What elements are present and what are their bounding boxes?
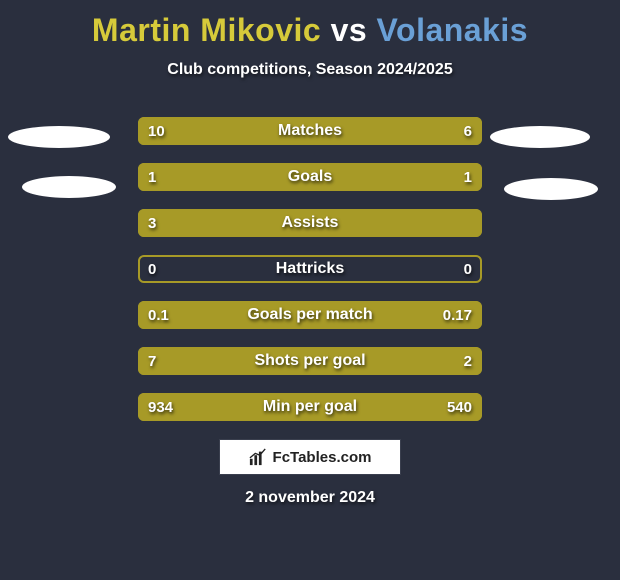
watermark[interactable]: FcTables.com [219,439,401,475]
stat-label: Goals per match [138,301,482,329]
stat-label: Hattricks [138,255,482,283]
comparison-title: Martin Mikovic vs Volanakis [0,0,620,49]
vs-word: vs [331,12,368,48]
stat-row: 11Goals [138,163,482,191]
stat-row: 00Hattricks [138,255,482,283]
stat-label: Matches [138,117,482,145]
decorative-ellipse [22,176,116,198]
stat-label: Assists [138,209,482,237]
stat-label: Min per goal [138,393,482,421]
date: 2 november 2024 [0,489,620,507]
subtitle: Club competitions, Season 2024/2025 [0,61,620,79]
stat-label: Goals [138,163,482,191]
stat-row: 72Shots per goal [138,347,482,375]
decorative-ellipse [504,178,598,200]
stats-container: 106Matches 11Goals 3Assists 00Hattricks 0.10… [138,117,482,421]
watermark-text: FcTables.com [273,449,372,466]
stat-row: 934540Min per goal [138,393,482,421]
decorative-ellipse [8,126,110,148]
decorative-ellipse [490,126,590,148]
player2-name: Volanakis [377,12,529,48]
stat-row: 106Matches [138,117,482,145]
player1-name: Martin Mikovic [92,12,321,48]
stat-label: Shots per goal [138,347,482,375]
stat-row: 3Assists [138,209,482,237]
chart-icon [249,448,267,466]
stat-row: 0.10.17Goals per match [138,301,482,329]
